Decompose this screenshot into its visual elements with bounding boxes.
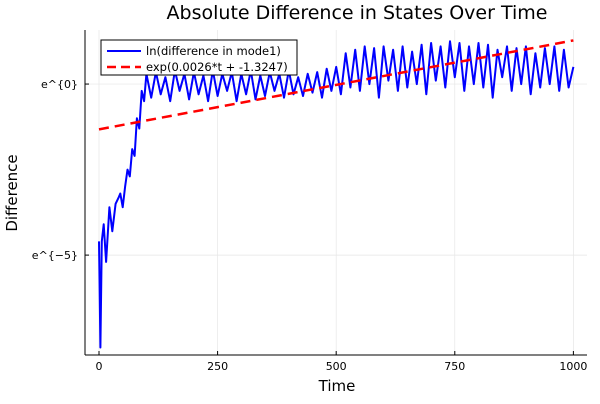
legend-label-0: ln(difference in mode1) <box>146 44 281 58</box>
legend-box <box>100 39 298 76</box>
x-tick-label: 1000 <box>559 360 587 373</box>
series-line-exp-fit <box>98 39 574 131</box>
chart-title: Absolute Difference in States Over Time <box>167 2 548 24</box>
x-tick-label: 250 <box>207 360 228 373</box>
x-tick-label: 750 <box>444 360 465 373</box>
legend: ln(difference in mode1) exp(0.0026*t + -… <box>100 39 298 76</box>
x-tick-label: 500 <box>326 360 347 373</box>
y-tick-label: e^{−5} <box>32 249 78 262</box>
y-axis-label: Difference <box>3 154 21 231</box>
y-tick-label: e^{0} <box>41 78 78 91</box>
x-tick-label: 0 <box>95 360 102 373</box>
legend-label-1: exp(0.0026*t + -1.3247) <box>146 60 288 74</box>
series-line-ln-difference <box>98 40 575 349</box>
x-axis-label: Time <box>318 377 356 395</box>
